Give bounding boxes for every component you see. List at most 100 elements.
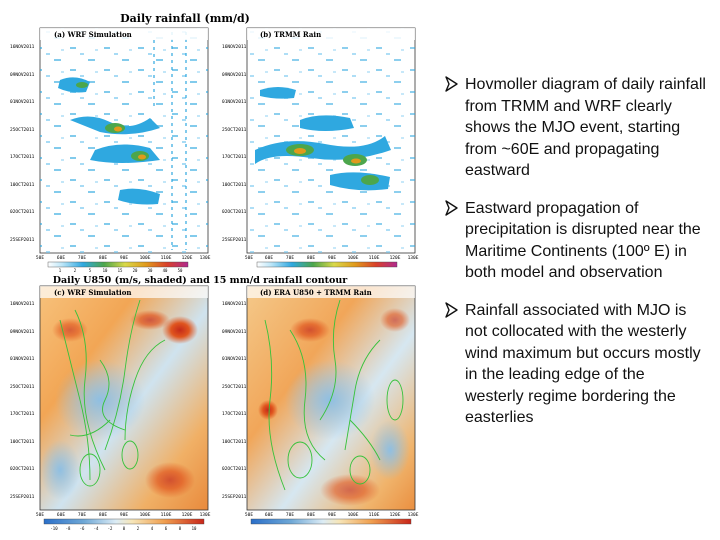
rain-colorbar-a xyxy=(47,261,189,268)
lon-tick-d-3: 80E xyxy=(307,512,315,518)
date-label-a-6: 02OCT2011 xyxy=(10,209,35,215)
bullet-item: Hovmoller diagram of daily rainfall from… xyxy=(445,74,707,182)
lon-tick-b-2: 70E xyxy=(286,255,294,261)
wind-scale-c-6: 2 xyxy=(137,526,140,531)
lon-tick-c-8: 130E xyxy=(200,512,211,518)
bullet-item: Rainfall associated with MJO is not coll… xyxy=(445,300,707,429)
lon-tick-b-3: 80E xyxy=(307,255,315,261)
date-label-a-3: 25OCT2011 xyxy=(10,127,35,133)
date-label-b-2: 01NOV2011 xyxy=(222,99,247,105)
figure-title-rainfall: Daily rainfall (mm/d) xyxy=(120,12,250,25)
lon-tick-b-4: 90E xyxy=(328,255,336,261)
date-label-d-6: 02OCT2011 xyxy=(222,466,247,472)
date-label-b-6: 02OCT2011 xyxy=(222,209,247,215)
lon-tick-d-7: 120E xyxy=(390,512,401,518)
date-label-d-3: 25OCT2011 xyxy=(222,384,247,390)
lon-tick-d-2: 70E xyxy=(286,512,294,518)
lon-tick-d-0: 50E xyxy=(245,512,253,518)
lon-tick-d-1: 60E xyxy=(265,512,273,518)
arrow-bullet-icon xyxy=(445,301,458,318)
lon-tick-b-5: 100E xyxy=(348,255,359,261)
bullet-list: Hovmoller diagram of daily rainfall from… xyxy=(445,74,707,445)
date-label-c-2: 01NOV2011 xyxy=(10,356,35,362)
date-label-c-3: 25OCT2011 xyxy=(10,384,35,390)
wind-scale-c-2: -6 xyxy=(80,526,85,531)
date-label-a-1: 09NOV2011 xyxy=(10,72,35,78)
date-label-c-7: 25SEP2011 xyxy=(10,494,35,500)
bullet-text: Rainfall associated with MJO is not coll… xyxy=(465,301,701,427)
date-label-b-5: 10OCT2011 xyxy=(222,182,247,188)
lon-tick-b-1: 60E xyxy=(265,255,273,261)
wind-scale-c-4: -2 xyxy=(108,526,113,531)
bullet-text: Hovmoller diagram of daily rainfall from… xyxy=(465,76,706,179)
date-label-b-3: 25OCT2011 xyxy=(222,127,247,133)
date-label-b-0: 16NOV2011 xyxy=(222,44,247,50)
lon-tick-a-1: 60E xyxy=(57,255,65,261)
lon-tick-c-5: 100E xyxy=(140,512,151,518)
lon-tick-a-0: 50E xyxy=(36,255,44,261)
date-label-c-1: 09NOV2011 xyxy=(10,329,35,335)
lon-tick-d-6: 110E xyxy=(369,512,380,518)
lon-tick-b-8: 130E xyxy=(408,255,419,261)
lon-tick-d-4: 90E xyxy=(328,512,336,518)
arrow-bullet-icon xyxy=(445,199,458,216)
rain-scale-4: 15 xyxy=(118,268,123,273)
wind-scale-c-5: 0 xyxy=(123,526,126,531)
lon-tick-c-0: 50E xyxy=(36,512,44,518)
rain-colorbar-b xyxy=(256,261,398,268)
lon-tick-c-2: 70E xyxy=(78,512,86,518)
panel-c-label: (c) WRF Simulation xyxy=(54,288,131,297)
lon-tick-b-0: 50E xyxy=(245,255,253,261)
lon-tick-a-8: 130E xyxy=(200,255,211,261)
bullet-text: Eastward propagation of precipitation is… xyxy=(465,199,701,282)
lon-tick-a-4: 90E xyxy=(120,255,128,261)
date-label-a-7: 25SEP2011 xyxy=(10,237,35,243)
date-label-d-4: 17OCT2011 xyxy=(222,411,247,417)
rain-scale-3: 10 xyxy=(103,268,108,273)
lon-tick-b-6: 110E xyxy=(369,255,380,261)
rain-scale-0: 1 xyxy=(59,268,62,273)
wind-colorbar-c xyxy=(43,518,205,525)
panel-c-wrf-u850: (c) WRF Simulation xyxy=(39,285,209,511)
rain-scale-1: 2 xyxy=(74,268,77,273)
date-label-b-7: 25SEP2011 xyxy=(222,237,247,243)
panel-a-wrf-rain: (a) WRF Simulation xyxy=(39,27,209,254)
panel-a-label: (a) WRF Simulation xyxy=(54,30,132,39)
wind-colorbar-d xyxy=(250,518,412,525)
wind-scale-c-9: 8 xyxy=(179,526,182,531)
date-label-d-0: 16NOV2011 xyxy=(222,301,247,307)
date-label-a-0: 16NOV2011 xyxy=(10,44,35,50)
date-label-b-4: 17OCT2011 xyxy=(222,154,247,160)
lon-tick-d-5: 100E xyxy=(348,512,359,518)
date-label-d-1: 09NOV2011 xyxy=(222,329,247,335)
rain-scale-5: 20 xyxy=(133,268,138,273)
bullet-item: Eastward propagation of precipitation is… xyxy=(445,198,707,284)
date-label-a-2: 01NOV2011 xyxy=(10,99,35,105)
rain-scale-6: 30 xyxy=(148,268,153,273)
rain-scale-7: 40 xyxy=(163,268,168,273)
lon-tick-d-8: 130E xyxy=(408,512,419,518)
date-label-c-5: 10OCT2011 xyxy=(10,439,35,445)
date-label-c-0: 16NOV2011 xyxy=(10,301,35,307)
lon-tick-a-6: 110E xyxy=(161,255,172,261)
date-label-c-4: 17OCT2011 xyxy=(10,411,35,417)
date-label-d-7: 25SEP2011 xyxy=(222,494,247,500)
panel-d-era-u850-trmm: (d) ERA U850 + TRMM Rain xyxy=(246,285,416,511)
rain-scale-2: 5 xyxy=(89,268,92,273)
lon-tick-a-3: 80E xyxy=(99,255,107,261)
lon-tick-b-7: 120E xyxy=(390,255,401,261)
wind-scale-c-0: -10 xyxy=(50,526,58,531)
date-label-a-4: 17OCT2011 xyxy=(10,154,35,160)
lon-tick-a-7: 120E xyxy=(182,255,193,261)
date-label-d-2: 01NOV2011 xyxy=(222,356,247,362)
date-label-c-6: 02OCT2011 xyxy=(10,466,35,472)
hovmoller-figure: Daily rainfall (mm/d) (a) WRF Simulation xyxy=(10,12,419,531)
wind-scale-c-8: 6 xyxy=(165,526,168,531)
wind-scale-c-10: 10 xyxy=(192,526,197,531)
rain-scale-8: 50 xyxy=(178,268,183,273)
lon-tick-c-3: 80E xyxy=(99,512,107,518)
date-label-a-5: 10OCT2011 xyxy=(10,182,35,188)
lon-tick-c-6: 110E xyxy=(161,512,172,518)
date-label-d-5: 10OCT2011 xyxy=(222,439,247,445)
wind-scale-c-1: -8 xyxy=(66,526,71,531)
